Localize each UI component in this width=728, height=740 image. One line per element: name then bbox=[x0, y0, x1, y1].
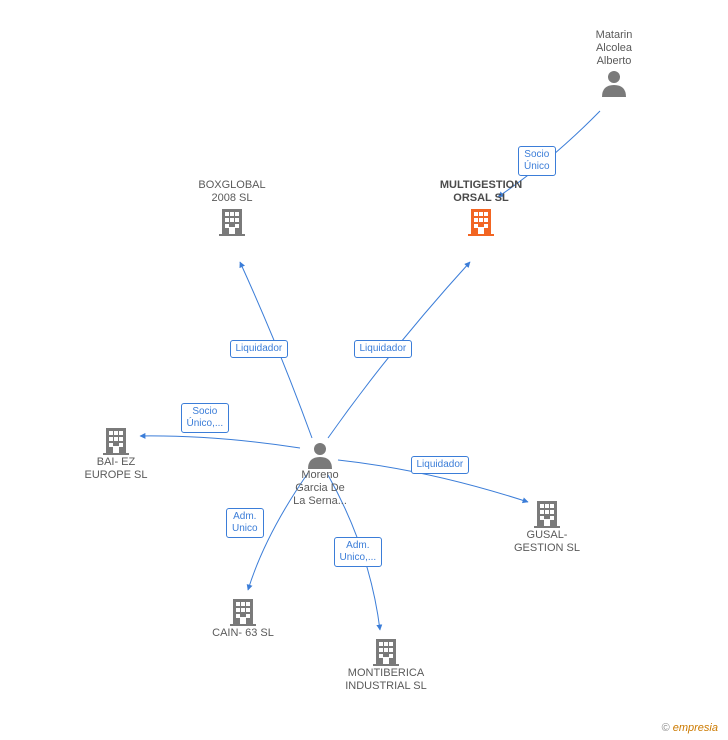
edge-label: Liquidador bbox=[230, 340, 289, 358]
node-cain63: CAIN- 63 SL bbox=[193, 595, 293, 640]
edge-label: Liquidador bbox=[411, 456, 470, 474]
copyright: © empresia bbox=[662, 722, 718, 734]
node-baiez: BAI- EZ EUROPE SL bbox=[66, 424, 166, 482]
node-label: MONTIBERICA INDUSTRIAL SL bbox=[336, 667, 436, 693]
network-diagram: Matarin Alcolea Alberto MULTIGESTION ORS… bbox=[0, 0, 728, 740]
building-icon bbox=[465, 205, 497, 237]
edge-label: Liquidador bbox=[354, 340, 413, 358]
node-label: BOXGLOBAL 2008 SL bbox=[182, 179, 282, 205]
building-icon bbox=[531, 497, 563, 529]
node-label: Matarin Alcolea Alberto bbox=[564, 29, 664, 69]
node-label: GUSAL- GESTION SL bbox=[497, 529, 597, 555]
node-boxglobal: BOXGLOBAL 2008 SL bbox=[182, 179, 282, 237]
node-moreno: Moreno Garcia De La Serna... bbox=[270, 441, 370, 509]
edge-label: Socio Único,... bbox=[181, 403, 230, 433]
node-matarin: Matarin Alcolea Alberto bbox=[564, 29, 664, 97]
node-label: MULTIGESTION ORSAL SL bbox=[431, 179, 531, 205]
person-icon bbox=[600, 69, 628, 97]
person-icon bbox=[306, 441, 334, 469]
edge-label: Adm. Unico,... bbox=[334, 537, 383, 567]
building-icon bbox=[370, 635, 402, 667]
node-label: Moreno Garcia De La Serna... bbox=[270, 469, 370, 509]
edge-label: Socio Único bbox=[518, 146, 556, 176]
building-icon bbox=[216, 205, 248, 237]
copyright-brand: empresia bbox=[673, 722, 718, 734]
node-montiberica: MONTIBERICA INDUSTRIAL SL bbox=[336, 635, 436, 693]
edges-layer bbox=[0, 0, 728, 740]
building-icon bbox=[227, 595, 259, 627]
node-gusal: GUSAL- GESTION SL bbox=[497, 497, 597, 555]
node-multigestion: MULTIGESTION ORSAL SL bbox=[431, 179, 531, 237]
edge-label: Adm. Unico bbox=[226, 508, 264, 538]
node-label: CAIN- 63 SL bbox=[193, 627, 293, 640]
node-label: BAI- EZ EUROPE SL bbox=[66, 456, 166, 482]
building-icon bbox=[100, 424, 132, 456]
copyright-symbol: © bbox=[662, 722, 670, 734]
